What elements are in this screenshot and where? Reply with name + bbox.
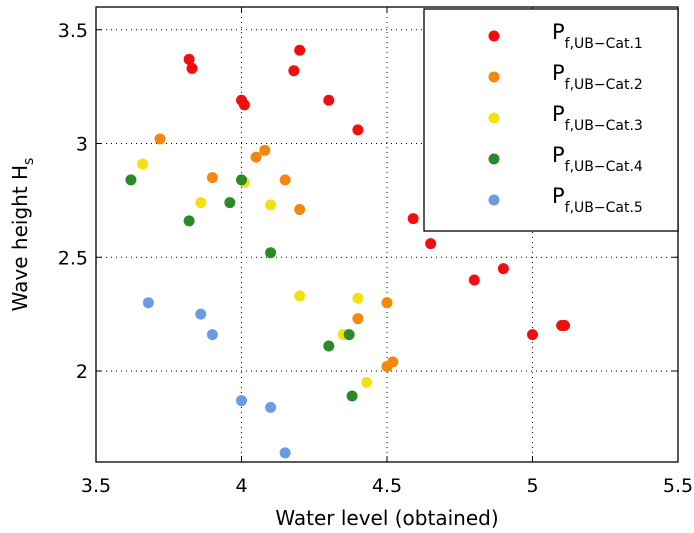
data-point-cat-3 [361,376,373,388]
data-point-cat-1 [294,44,306,56]
data-point-cat-5 [236,395,247,407]
data-point-cat-5 [279,447,291,459]
legend-marker-cat-3 [488,112,500,124]
data-point-cat-1 [559,320,571,331]
data-point-cat-2 [250,151,262,163]
y-tick-label: 2.5 [58,247,88,269]
legend-label-cat-1: Pf,UB−Cat.1 [552,20,643,52]
legend-marker-cat-2 [488,71,500,83]
x-tick-label: 4 [235,475,247,497]
legend-label-cat-3: Pf,UB−Cat.3 [552,102,643,134]
data-point-cat-3 [294,290,306,302]
data-point-cat-2 [279,174,291,186]
x-tick-label: 5 [526,475,538,497]
data-point-cat-5 [206,329,218,341]
y-axis-label-main: Wave height H [8,165,32,311]
data-point-cat-1 [497,263,509,275]
data-point-cat-2 [294,203,306,215]
legend-label-cat-5: Pf,UB−Cat.5 [552,184,643,216]
data-point-cat-5 [142,297,154,309]
y-tick-label: 3.5 [58,20,88,42]
data-point-cat-1 [238,99,250,111]
y-axis-label: Wave height Hs [8,158,37,312]
data-point-cat-3 [137,158,149,170]
data-point-cat-3 [195,197,207,209]
data-point-cat-4 [224,197,236,209]
data-point-cat-5 [265,401,277,413]
x-axis-label: Water level (obtained) [275,506,498,530]
data-point-cat-4 [183,215,195,227]
x-tick-label: 4.5 [372,475,402,497]
data-point-cat-1 [527,329,538,341]
data-point-cat-4 [346,390,358,402]
data-point-cat-1 [186,62,198,74]
legend-box [423,8,679,232]
data-point-cat-2 [154,133,166,145]
data-point-cat-2 [259,144,271,156]
data-point-cat-1 [407,213,419,225]
data-point-cat-1 [323,94,335,106]
legend-items: Pf,UB−Cat.1 Pf,UB−Cat.2 Pf,UB−Cat.3 Pf,UB−C… [488,20,643,216]
data-point-cat-1 [288,65,300,77]
legend-marker-cat-1 [488,30,500,42]
data-point-cat-4 [343,329,355,341]
data-point-cat-5 [195,308,207,320]
data-point-cat-4 [125,174,137,186]
legend-marker-cat-4 [488,153,500,165]
data-point-cat-1 [425,238,437,250]
data-point-cat-4 [265,247,277,259]
data-point-cat-2 [352,313,364,325]
tick-labels: 3.5 4 4.5 5 5.5 2 2.5 3 3.5 [58,20,693,497]
legend-marker-cat-5 [488,194,500,206]
legend: Pf,UB−Cat.1 Pf,UB−Cat.2 Pf,UB−Cat.3 Pf,UB−C… [423,8,679,232]
y-tick-label: 3 [76,134,88,156]
y-tick-label: 2 [76,361,88,383]
data-point-cat-1 [468,274,480,286]
data-points [125,44,571,459]
data-point-cat-4 [236,174,247,186]
data-point-cat-3 [265,199,277,211]
data-point-cat-2 [381,297,393,309]
y-axis-label-subscript: s [21,158,37,165]
data-point-cat-1 [183,53,195,65]
data-point-cat-2 [387,356,399,368]
data-point-cat-3 [352,292,364,304]
legend-label-cat-4: Pf,UB−Cat.4 [552,143,643,175]
data-point-cat-2 [206,172,218,184]
x-tick-label: 3.5 [81,475,111,497]
legend-label-cat-2: Pf,UB−Cat.2 [552,61,643,93]
data-point-cat-1 [352,124,364,136]
data-point-cat-4 [323,340,335,352]
x-tick-label: 5.5 [663,475,693,497]
